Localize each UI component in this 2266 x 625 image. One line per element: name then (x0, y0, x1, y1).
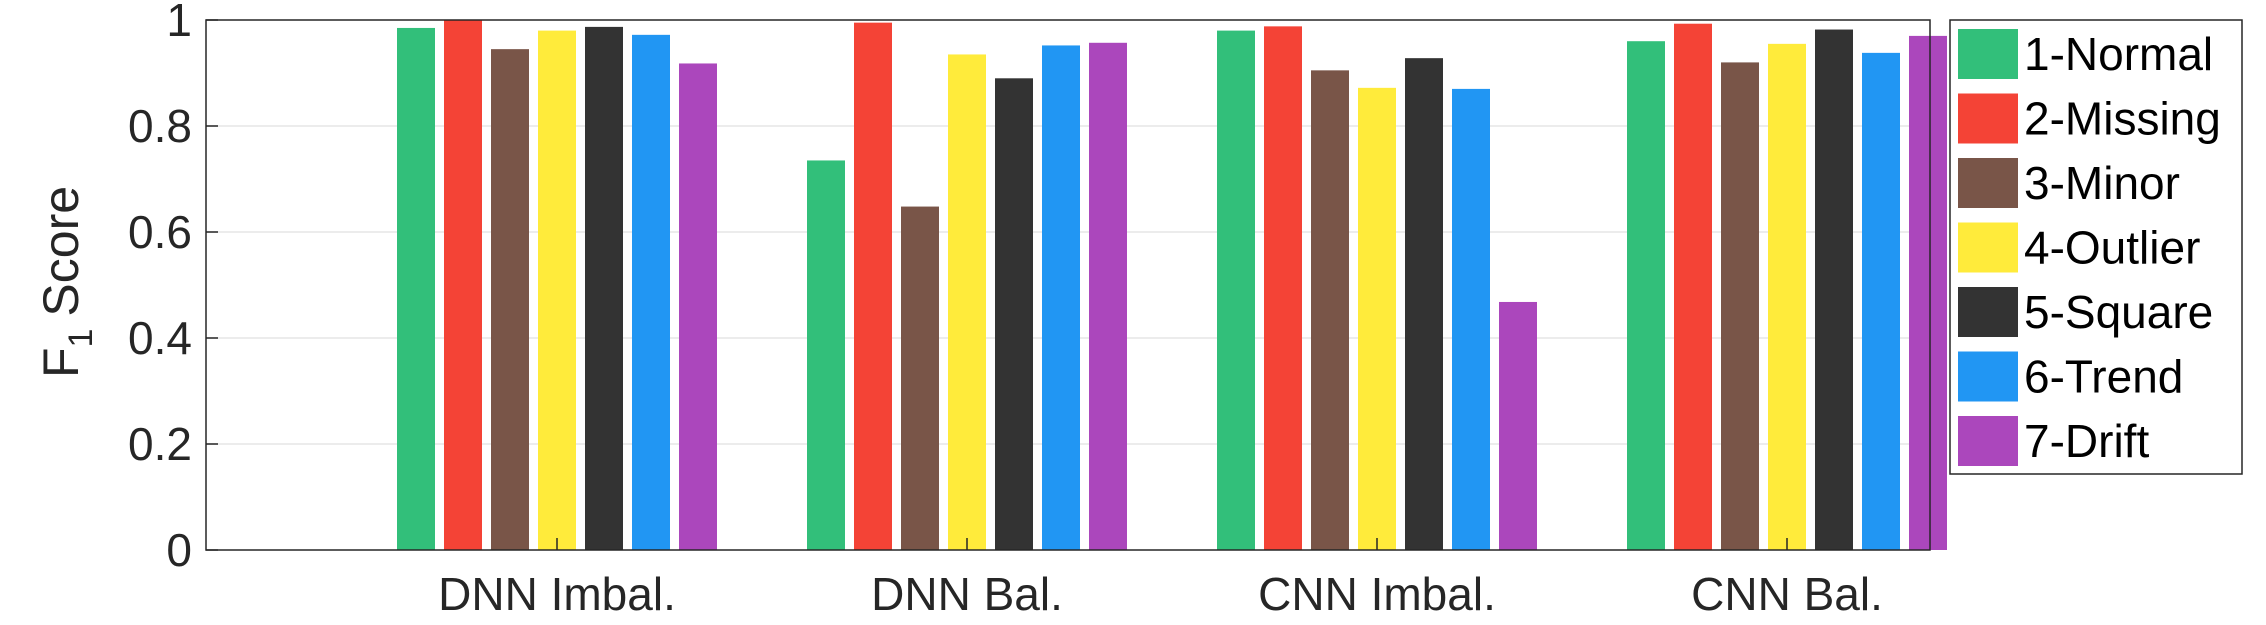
legend-label: 5-Square (2024, 286, 2213, 338)
legend-label: 1-Normal (2024, 28, 2213, 80)
bar-2-missing-dnn-bal (854, 22, 892, 550)
bar-7-drift-dnn-imbal (679, 63, 717, 551)
legend-swatch (1958, 416, 2018, 466)
bar-4-outlier-cnn-imbal (1358, 87, 1396, 550)
legend-label: 6-Trend (2024, 351, 2183, 403)
y-axis-title-subscript: 1 (62, 329, 100, 348)
legend-swatch (1958, 287, 2018, 337)
x-tick-label: DNN Imbal. (438, 568, 676, 620)
x-tick-label: DNN Bal. (871, 568, 1063, 620)
bar-4-outlier-dnn-imbal (538, 30, 576, 551)
bar-6-trend-dnn-bal (1042, 45, 1080, 550)
bars (397, 20, 1947, 551)
bar-1-normal-cnn-bal (1627, 41, 1665, 550)
bar-5-square-dnn-imbal (585, 26, 623, 550)
x-tick-label: CNN Imbal. (1258, 568, 1496, 620)
y-tick-label: 0.2 (128, 418, 192, 470)
bar-7-drift-dnn-bal (1089, 42, 1127, 550)
bar-5-square-cnn-imbal (1405, 58, 1443, 550)
y-axis-ticks: 0 0.2 0.4 0.6 0.8 1 (128, 0, 218, 576)
bar-5-square-cnn-bal (1815, 29, 1853, 551)
bar-6-trend-cnn-bal (1862, 52, 1900, 551)
legend-swatch (1958, 93, 2018, 144)
bar-4-outlier-dnn-bal (948, 54, 986, 550)
bar-7-drift-cnn-bal (1909, 35, 1947, 550)
legend-label: 7-Drift (2024, 415, 2149, 467)
bar-2-missing-cnn-imbal (1264, 26, 1302, 551)
bar-1-normal-cnn-imbal (1217, 30, 1255, 551)
bar-4-outlier-cnn-bal (1768, 43, 1806, 550)
bar-2-missing-cnn-bal (1674, 23, 1712, 550)
legend-label: 4-Outlier (2024, 222, 2200, 274)
legend-swatch (1958, 29, 2018, 79)
legend-label: 2-Missing (2024, 93, 2221, 145)
legend-swatch (1958, 222, 2018, 273)
x-tick-label: CNN Bal. (1691, 568, 1883, 620)
bar-2-missing-dnn-imbal (444, 20, 482, 550)
bar-3-minor-cnn-imbal (1311, 70, 1349, 550)
bar-3-minor-cnn-bal (1721, 62, 1759, 551)
plot-area-frame (205, 19, 1931, 551)
y-tick-label: 1 (166, 0, 192, 46)
y-tick-label: 0.6 (128, 206, 192, 258)
bar-1-normal-dnn-bal (807, 160, 845, 550)
bar-7-drift-cnn-imbal (1499, 301, 1537, 550)
y-axis-title: F1 Score (33, 186, 100, 378)
legend-swatch (1958, 351, 2018, 402)
bar-5-square-dnn-bal (995, 78, 1033, 551)
bar-3-minor-dnn-bal (901, 206, 939, 550)
y-tick-label: 0.4 (128, 312, 192, 364)
y-axis-title-main: F (33, 348, 89, 379)
bar-6-trend-dnn-imbal (632, 34, 670, 550)
y-tick-label: 0 (166, 524, 192, 576)
legend-label: 3-Minor (2024, 157, 2180, 209)
legend-swatch (1958, 158, 2018, 208)
bar-6-trend-cnn-imbal (1452, 88, 1490, 551)
bar-3-minor-dnn-imbal (491, 49, 529, 551)
x-axis-ticks: DNN Imbal. DNN Bal. CNN Imbal. CNN Bal. (438, 538, 1883, 620)
y-axis-title-suffix: Score (33, 186, 89, 317)
y-tick-label: 0.8 (128, 100, 192, 152)
bar-1-normal-dnn-imbal (397, 27, 435, 550)
legend: 1-Normal 2-Missing 3-Minor 4-Outlier 5-Squar… (1949, 19, 2243, 475)
